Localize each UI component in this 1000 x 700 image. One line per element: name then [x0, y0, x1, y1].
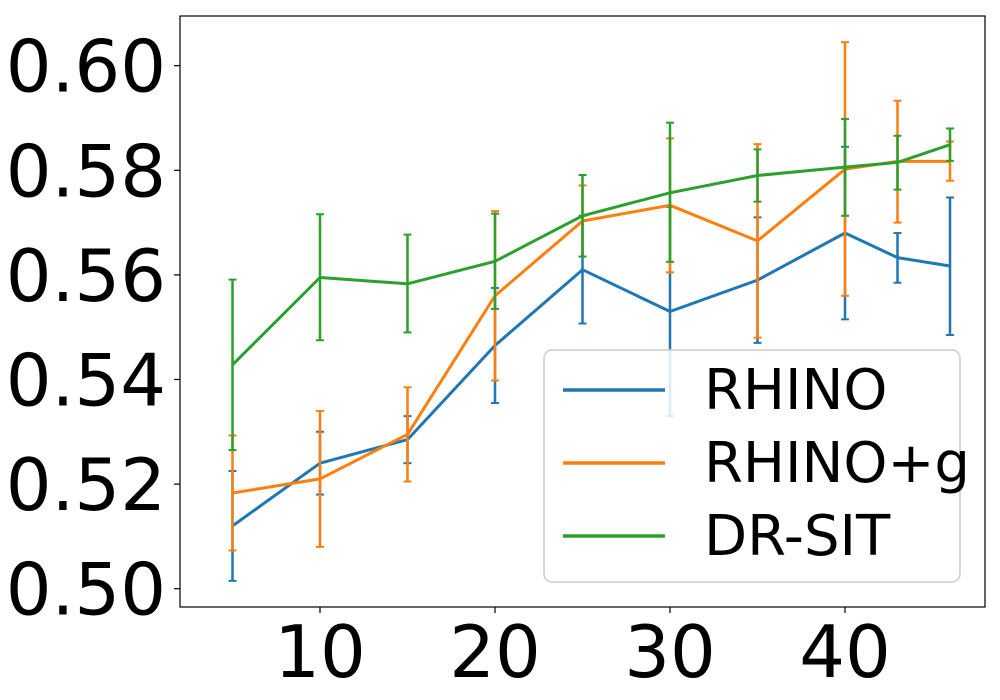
legend-frame — [543, 349, 961, 583]
y-tick-label: 0.60 — [6, 25, 166, 109]
x-axis-ticks: 10 20 30 40 — [274, 607, 891, 694]
y-tick-label: 0.50 — [6, 548, 166, 632]
legend-label-rhino: RHINO — [704, 358, 888, 423]
plot-frame — [179, 15, 986, 608]
error-bar — [946, 127, 954, 162]
series-dr-sit — [228, 118, 954, 452]
legend: RHINO RHINO+g DR-SIT — [543, 349, 970, 583]
series-layer — [228, 41, 954, 582]
series-line-dr-sit — [231, 143, 951, 366]
y-tick-label: 0.52 — [6, 443, 166, 527]
x-tick-label: 10 — [274, 610, 366, 694]
error-bar — [228, 278, 237, 452]
x-tick-label: 20 — [449, 610, 541, 694]
x-tick-label: 40 — [799, 610, 891, 694]
x-tick-label: 30 — [624, 610, 716, 694]
y-tick-label: 0.58 — [6, 129, 166, 213]
y-axis-ticks: 0.50 0.52 0.54 0.56 0.58 0.60 — [6, 25, 180, 632]
error-bar — [946, 196, 954, 337]
legend-label-dr-sit: DR-SIT — [704, 504, 891, 569]
y-tick-label: 0.56 — [6, 234, 166, 318]
legend-label-rhino-g: RHINO+g — [704, 431, 970, 496]
series-line-rhino — [231, 231, 951, 528]
y-tick-label: 0.54 — [6, 338, 166, 422]
